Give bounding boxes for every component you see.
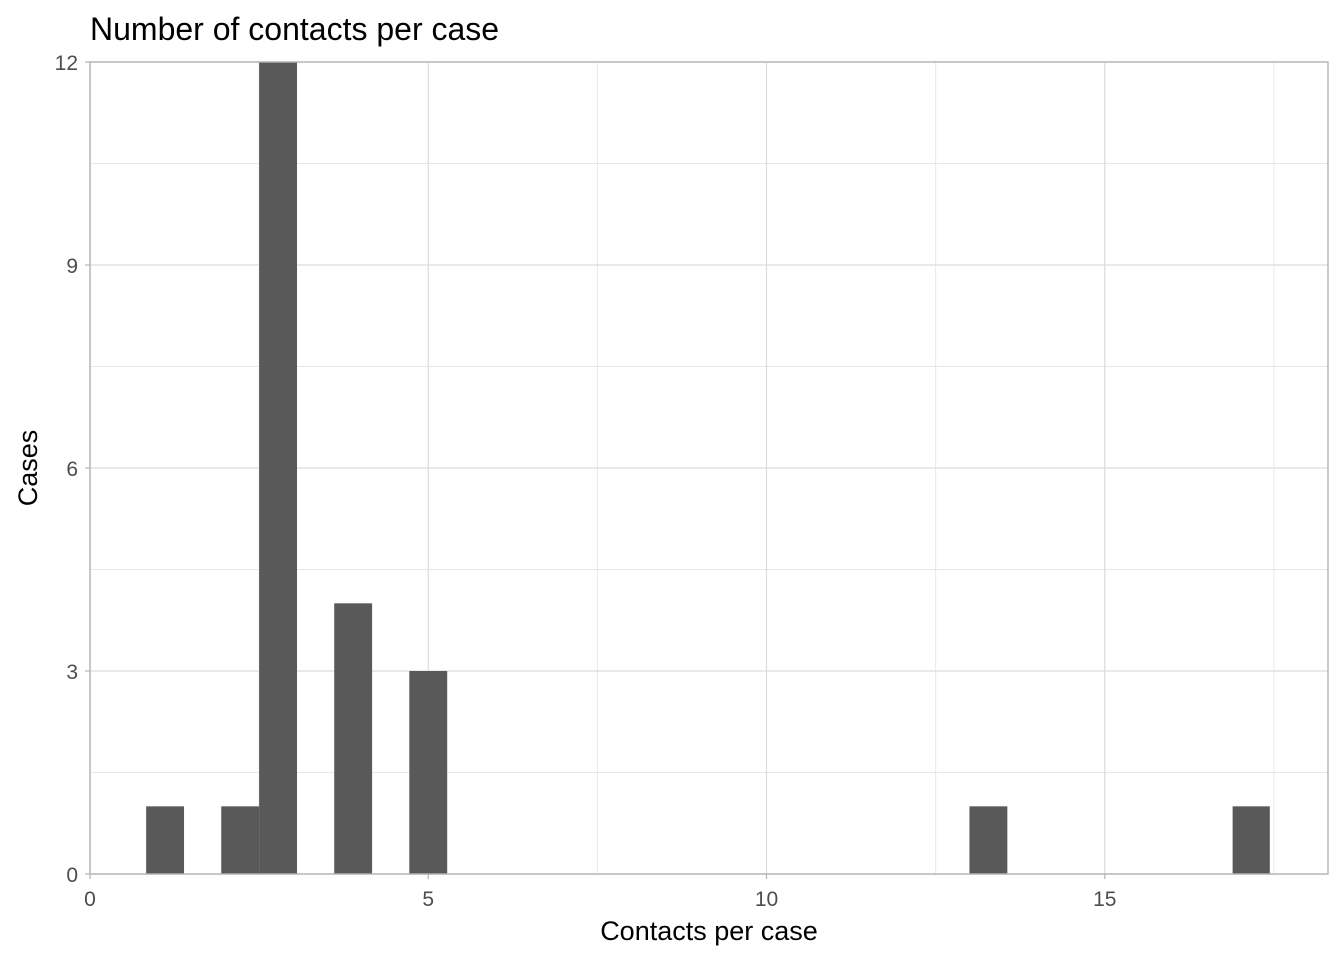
x-tick-label: 15 [1093, 888, 1116, 911]
x-axis-ticks: 0 5 10 15 [84, 874, 1116, 911]
histogram-bar [334, 603, 373, 874]
x-tick-label: 10 [755, 888, 778, 911]
histogram-bar [969, 806, 1008, 874]
y-tick-label: 6 [66, 458, 78, 481]
x-axis-title: Contacts per case [600, 916, 818, 946]
y-axis-ticks: 0 3 6 9 12 [55, 52, 90, 887]
chart-title: Number of contacts per case [90, 11, 499, 47]
x-tick-label: 0 [84, 888, 96, 911]
x-tick-label: 5 [422, 888, 434, 911]
histogram-bar [259, 62, 298, 874]
histogram-bar [146, 806, 185, 874]
y-tick-label: 12 [55, 52, 78, 75]
bars [146, 62, 1270, 874]
histogram-bar [221, 806, 260, 874]
y-axis-title: Cases [13, 430, 43, 507]
y-tick-label: 0 [66, 864, 78, 887]
histogram-bar [1232, 806, 1270, 874]
y-tick-label: 3 [66, 661, 78, 684]
histogram-bar [409, 671, 448, 874]
y-tick-label: 9 [66, 255, 78, 278]
